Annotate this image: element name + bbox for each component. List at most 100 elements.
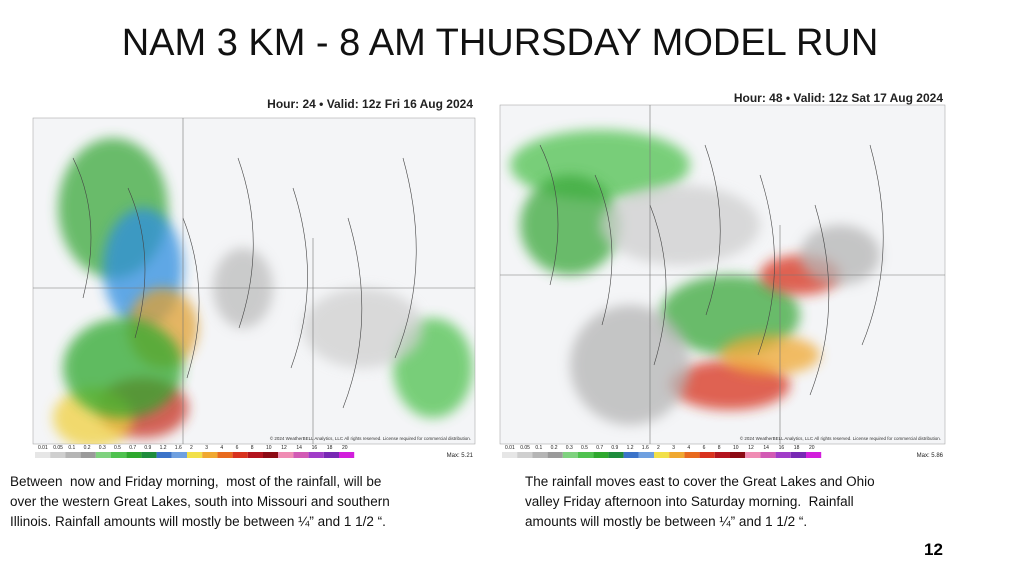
rain-area — [63, 318, 183, 418]
copyright: © 2024 WeatherBELL Analytics, LLC All ri… — [270, 435, 471, 441]
scale-label: 1.2 — [160, 445, 167, 451]
max-label: Max: 5.21 — [447, 453, 474, 459]
scale-swatch — [187, 452, 203, 458]
scale-swatch — [339, 452, 355, 458]
scale-label: 0.7 — [596, 445, 603, 451]
scale-swatch — [65, 452, 81, 458]
scale-swatch — [593, 452, 609, 458]
rain-area — [600, 185, 760, 265]
scale-swatch — [247, 452, 263, 458]
rain-area — [303, 288, 423, 368]
border-line — [290, 187, 308, 369]
scale-swatch — [517, 452, 533, 458]
scale-label: 12 — [748, 445, 754, 451]
scale-label: 2 — [657, 445, 660, 451]
border-line — [394, 157, 417, 359]
scale-label: 3 — [205, 445, 208, 451]
caption: The rainfall moves east to cover the Gre… — [525, 472, 875, 532]
scale-label: 0.5 — [114, 445, 121, 451]
scale-label: 6 — [236, 445, 239, 451]
rainfall-field — [500, 105, 945, 444]
scale-label: 3 — [672, 445, 675, 451]
scale-label: 2 — [190, 445, 193, 451]
scale-label: 1.6 — [642, 445, 649, 451]
scale-swatch — [263, 452, 279, 458]
caption-line: valley Friday afternoon into Saturday mo… — [525, 494, 854, 509]
caption-line: The rainfall moves east to cover the Gre… — [525, 474, 875, 489]
scale-swatch — [308, 452, 324, 458]
scale-swatch — [293, 452, 309, 458]
scale-label: 8 — [251, 445, 254, 451]
scale-swatch — [111, 452, 127, 458]
scale-swatch — [95, 452, 111, 458]
scale-label: 0.1 — [68, 445, 75, 451]
caption-line: Illinois. Rainfall amounts will mostly b… — [10, 514, 386, 529]
scale-label: 0.3 — [99, 445, 106, 451]
slide-title: NAM 3 KM - 8 AM THURSDAY MODEL RUN — [121, 22, 879, 64]
scale-label: 14 — [763, 445, 769, 451]
caption: Between now and Friday morning, most of … — [10, 472, 390, 532]
scale-swatch — [80, 452, 96, 458]
scale-swatch — [202, 452, 218, 458]
scale-swatch — [790, 452, 806, 458]
scale-label: 20 — [342, 445, 348, 451]
scale-swatch — [775, 452, 791, 458]
scale-label: 10 — [733, 445, 739, 451]
scale-swatch — [502, 452, 518, 458]
scale-label: 16 — [779, 445, 785, 451]
page-number: 12 — [924, 540, 943, 559]
scale-swatch — [547, 452, 563, 458]
border-line — [757, 174, 775, 356]
scale-label: 4 — [220, 445, 223, 451]
scale-swatch — [684, 452, 700, 458]
caption-line: over the western Great Lakes, south into… — [10, 494, 390, 509]
scale-swatch — [578, 452, 594, 458]
scale-label: 0.3 — [566, 445, 573, 451]
border-line — [861, 144, 884, 346]
scale-label: 0.1 — [535, 445, 542, 451]
rain-area — [520, 175, 620, 275]
scale-label: 4 — [687, 445, 690, 451]
scale-label: 16 — [312, 445, 318, 451]
scale-swatch — [50, 452, 66, 458]
border-line — [539, 144, 559, 286]
caption-line: amounts will mostly be between ¼” and 1 … — [525, 514, 808, 529]
scale-label: 6 — [703, 445, 706, 451]
scale-label: 0.7 — [129, 445, 136, 451]
border-line — [127, 187, 146, 339]
scale-swatch — [171, 452, 187, 458]
scale-label: 0.05 — [520, 445, 530, 451]
state-line — [500, 105, 945, 444]
border-line — [237, 157, 254, 329]
border-line — [649, 204, 667, 366]
border-line — [809, 204, 830, 396]
scale-swatch — [669, 452, 685, 458]
border-line — [342, 217, 363, 409]
scale-label: 14 — [296, 445, 302, 451]
rain-area — [570, 305, 690, 425]
border-line — [704, 144, 721, 316]
scale-label: 20 — [809, 445, 815, 451]
scale-swatch — [608, 452, 624, 458]
scale-label: 8 — [718, 445, 721, 451]
maps: Hour: 24 • Valid: 12z Fri 16 Aug 2024 © 2… — [32, 91, 946, 459]
scale-swatch — [730, 452, 746, 458]
scale-swatch — [323, 452, 339, 458]
border-line — [594, 174, 613, 326]
scale-swatch — [699, 452, 715, 458]
scale-label: 0.9 — [611, 445, 618, 451]
border-line — [182, 217, 200, 379]
scale-swatch — [623, 452, 639, 458]
map-panel: Hour: 48 • Valid: 12z Sat 17 Aug 2024 © 2… — [499, 91, 946, 459]
scale-label: 1.2 — [627, 445, 634, 451]
scale-label: 18 — [794, 445, 800, 451]
map-panel: Hour: 24 • Valid: 12z Fri 16 Aug 2024 © 2… — [32, 97, 476, 459]
scale-label: 0.05 — [53, 445, 63, 451]
rain-area — [720, 335, 820, 375]
scale-label: 0.2 — [551, 445, 558, 451]
scale-swatch — [126, 452, 142, 458]
max-label: Max: 5.86 — [917, 453, 944, 459]
scale-swatch — [156, 452, 172, 458]
scale-swatch — [714, 452, 730, 458]
